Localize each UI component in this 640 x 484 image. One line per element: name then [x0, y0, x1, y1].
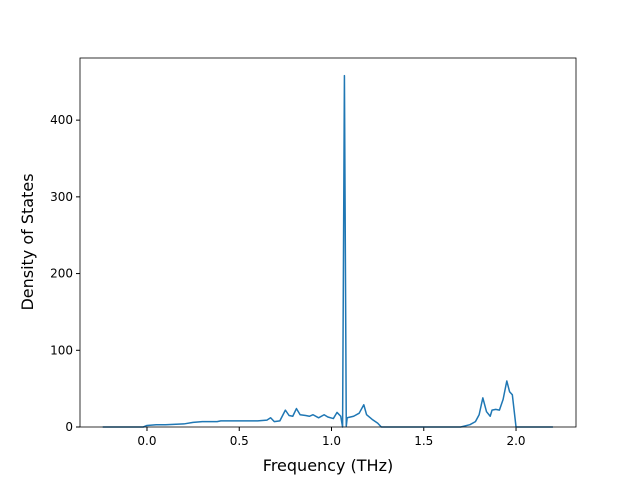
x-tick-label: 2.0	[506, 434, 525, 448]
x-tick-label: 0.0	[137, 434, 156, 448]
y-tick-label: 100	[50, 343, 73, 357]
y-axis-label: Density of States	[18, 173, 37, 310]
y-tick-label: 200	[50, 267, 73, 281]
x-tick-label: 0.5	[230, 434, 249, 448]
x-axis-label: Frequency (THz)	[263, 456, 393, 475]
y-tick-label: 300	[50, 190, 73, 204]
y-tick-label: 0	[65, 420, 73, 434]
line-series	[102, 74, 553, 428]
plot-frame	[79, 57, 577, 428]
x-tick-label: 1.0	[322, 434, 341, 448]
x-tick-label: 1.5	[414, 434, 433, 448]
y-tick-label: 400	[50, 113, 73, 127]
